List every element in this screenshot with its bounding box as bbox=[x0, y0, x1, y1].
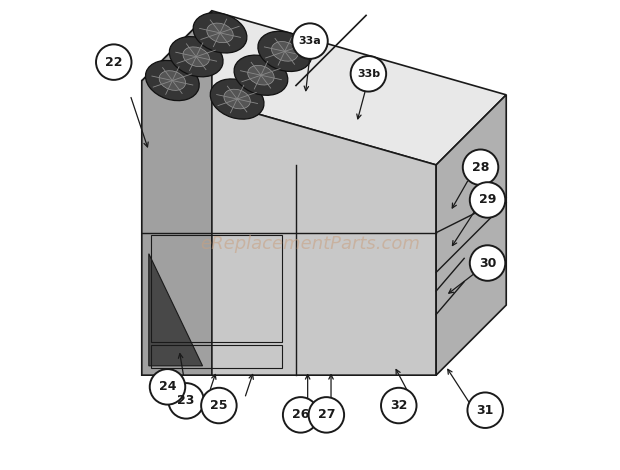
Text: 33b: 33b bbox=[357, 69, 380, 79]
Text: 24: 24 bbox=[159, 380, 176, 393]
Text: 32: 32 bbox=[390, 399, 407, 412]
Ellipse shape bbox=[234, 55, 288, 95]
Ellipse shape bbox=[183, 47, 210, 67]
Text: 22: 22 bbox=[105, 55, 123, 69]
Polygon shape bbox=[436, 95, 507, 375]
Circle shape bbox=[470, 245, 505, 281]
Text: 25: 25 bbox=[210, 399, 228, 412]
Circle shape bbox=[201, 388, 237, 423]
Ellipse shape bbox=[146, 61, 199, 101]
Polygon shape bbox=[142, 11, 507, 165]
Circle shape bbox=[351, 56, 386, 92]
Circle shape bbox=[463, 149, 498, 185]
Circle shape bbox=[150, 369, 185, 405]
Circle shape bbox=[381, 388, 417, 423]
Ellipse shape bbox=[272, 41, 298, 61]
Text: 27: 27 bbox=[317, 408, 335, 422]
Polygon shape bbox=[142, 81, 436, 375]
Circle shape bbox=[309, 397, 344, 432]
Text: 23: 23 bbox=[177, 394, 195, 407]
Ellipse shape bbox=[193, 13, 247, 53]
Text: 28: 28 bbox=[472, 161, 489, 174]
Circle shape bbox=[169, 383, 204, 419]
Text: eReplacementParts.com: eReplacementParts.com bbox=[200, 235, 420, 253]
Ellipse shape bbox=[248, 65, 274, 85]
Text: 26: 26 bbox=[292, 408, 309, 422]
Polygon shape bbox=[142, 11, 212, 375]
Ellipse shape bbox=[224, 89, 250, 109]
Circle shape bbox=[96, 44, 131, 80]
Ellipse shape bbox=[207, 23, 233, 43]
Text: 33a: 33a bbox=[299, 36, 321, 46]
Circle shape bbox=[467, 392, 503, 428]
Ellipse shape bbox=[210, 79, 264, 119]
Circle shape bbox=[292, 24, 328, 59]
Circle shape bbox=[283, 397, 319, 432]
Ellipse shape bbox=[258, 31, 312, 71]
Circle shape bbox=[470, 182, 505, 218]
Text: 30: 30 bbox=[479, 257, 496, 269]
Text: 29: 29 bbox=[479, 194, 496, 206]
Text: 31: 31 bbox=[477, 404, 494, 417]
Ellipse shape bbox=[159, 70, 185, 90]
Ellipse shape bbox=[169, 37, 223, 77]
Polygon shape bbox=[149, 254, 203, 366]
